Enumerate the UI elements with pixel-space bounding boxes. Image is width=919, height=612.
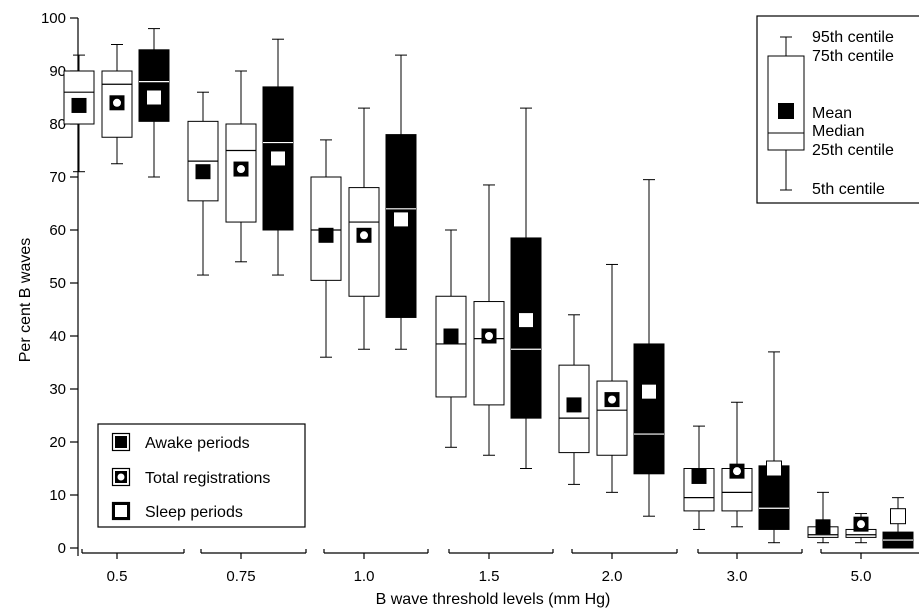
x-tick-label: 5.0 [851,568,872,585]
iqr-box [138,49,170,122]
mean-marker [518,312,534,329]
series-sleep-periods [138,28,914,549]
mean-marker [815,519,831,535]
mean-marker [766,460,782,477]
mean-marker-inner [113,98,121,107]
box [758,351,790,544]
y-tick-label: 50 [49,275,66,292]
legend-marker-inner [117,473,125,481]
iqr-box [473,301,505,406]
legend-label: Awake periods [145,435,250,452]
iqr-box [101,70,133,138]
key-label: Mean [812,105,852,122]
mean-marker-inner [608,395,616,404]
box [225,70,257,263]
mean-marker [641,383,657,400]
box [683,425,715,530]
x-tick-label: 3.0 [727,568,748,585]
mean-marker [195,164,211,180]
y-tick-label: 0 [58,540,66,557]
legend-marker [115,436,127,448]
mean-marker-inner [485,332,493,340]
x-tick-label: 1.0 [354,568,375,585]
series-awake-periods [63,54,839,544]
iqr-box [63,70,95,125]
mean-marker [146,89,162,106]
box [385,54,417,350]
legend: Awake periods Total registrations Sleep pe… [97,423,306,528]
mean-marker [270,150,286,167]
series-total-registrations [101,44,877,544]
mean-marker-inner [237,165,245,174]
x-axis-title: B wave threshold levels (mm Hg) [376,591,611,608]
mean-marker [393,211,409,228]
mean-marker [443,328,459,344]
plot-area [63,28,914,549]
key-label: 95th centile [812,29,894,46]
box [435,229,467,448]
box [882,497,914,549]
box [633,179,665,517]
y-tick-label: 30 [49,381,66,398]
key-label: Median [812,123,864,140]
x-tick-label: 0.5 [107,568,128,585]
key-label: 25th centile [812,142,894,159]
mean-marker [71,97,87,113]
box [138,28,170,178]
mean-marker-inner [360,231,368,240]
iqr-box [435,295,467,398]
legend-frame [97,423,306,528]
key-mean-marker [778,103,794,119]
mean-marker [890,508,906,525]
box [262,38,294,276]
y-tick-label: 10 [49,487,66,504]
legend-marker [115,505,127,517]
x-tick-label: 1.5 [479,568,500,585]
y-tick-label: 90 [49,63,66,80]
box [558,314,590,485]
iqr-box [633,343,665,475]
mean-marker [318,227,334,243]
y-tick-label: 40 [49,328,66,345]
key-label: 5th centile [812,181,885,198]
y-tick-label: 60 [49,222,66,239]
y-tick-label: 80 [49,116,66,133]
box [596,263,628,493]
box [721,401,753,528]
box [845,513,877,544]
y-tick-label: 70 [49,169,66,186]
x-tick-label: 0.75 [226,568,255,585]
box [473,184,505,456]
box [187,91,219,276]
box [63,54,95,173]
mean-marker-inner [733,467,741,476]
mean-marker [566,397,582,413]
legend-label: Sleep periods [145,504,243,521]
legend-label: Total registrations [145,470,270,487]
mean-marker-inner [857,520,865,529]
box [310,139,342,358]
box [101,44,133,165]
axes: 0 10 20 30 40 50 60 70 80 90 100 0.5 0.75 1.0 1.5 2.0 3.… [41,10,919,585]
key-frame [756,15,919,204]
box [807,491,839,544]
x-tick-label: 2.0 [602,568,623,585]
box [510,107,542,469]
key-label: 75th centile [812,48,894,65]
y-tick-label: 20 [49,434,66,451]
box [348,107,380,350]
y-tick-label: 100 [41,10,66,27]
y-axis-title: Per cent B waves [17,238,34,363]
mean-marker [691,468,707,484]
